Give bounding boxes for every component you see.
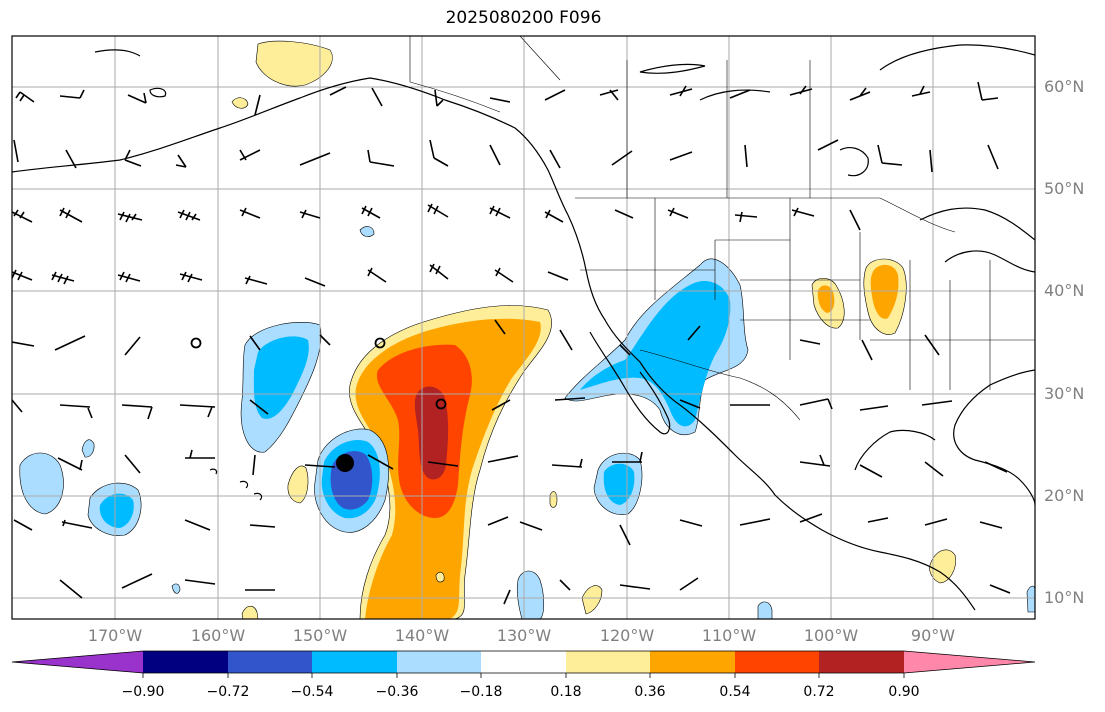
colorbar-tick-label: 0.54 — [719, 684, 751, 700]
colorbar-segment — [143, 651, 228, 673]
anomaly-shading — [19, 40, 1035, 619]
lon-label-170w: 170°W — [87, 626, 143, 645]
lon-label-140w: 140°W — [394, 626, 450, 645]
lat-label-10n: 10°N — [1044, 588, 1085, 607]
map-title: 2025080200 F096 — [445, 8, 602, 28]
colorbar-tick-label: 0.18 — [550, 684, 582, 700]
neg-bottom-light-b — [757, 601, 773, 619]
colorbar-segment — [312, 651, 397, 673]
neg-tiny-d — [359, 226, 375, 237]
colorbar-segment — [397, 651, 481, 673]
neg-bottom-light-c — [1026, 585, 1035, 613]
colorbar-segment — [228, 651, 312, 673]
colorbar-segment — [481, 651, 566, 673]
patch-yellow-small — [287, 465, 309, 504]
patch-yellow-tiny-c — [241, 605, 259, 619]
colorbar-segment — [566, 651, 650, 673]
neg-sw-us-cyan — [580, 280, 731, 427]
neg-west-cyan — [253, 336, 309, 419]
patch-orange-plains-b — [870, 264, 899, 319]
colorbar-tick-label: −0.18 — [459, 684, 503, 700]
colorbar-segment — [12, 651, 143, 673]
coastlines — [12, 44, 1035, 611]
patch-yellow-north — [255, 40, 333, 87]
lat-label-40n: 40°N — [1044, 281, 1085, 300]
station-markers — [190, 337, 447, 410]
colorbar-tick-label: −0.54 — [290, 684, 334, 700]
colorbar-tick-label: 0.36 — [634, 684, 666, 700]
wind-barbs — [12, 81, 1011, 605]
patch-yellow-tiny-a — [549, 491, 558, 508]
neg-sw-cyan — [99, 493, 134, 528]
colorbar-tick-label: 0.90 — [888, 684, 920, 700]
lon-label-90w: 90°W — [910, 626, 956, 645]
colorbar — [11, 650, 1036, 678]
colorbar-segment — [650, 651, 735, 673]
lat-label-20n: 20°N — [1044, 486, 1085, 505]
lon-label-100w: 100°W — [803, 626, 859, 645]
patch-yellow-tiny-b — [581, 585, 603, 615]
lat-label-50n: 50°N — [1044, 179, 1085, 198]
colorbar-segment — [735, 651, 819, 673]
political-borders — [409, 36, 1035, 421]
gridlines — [12, 36, 1035, 619]
colorbar-segment — [819, 651, 904, 673]
colorbar-segment — [904, 651, 1035, 673]
lon-label-160w: 160°W — [190, 626, 246, 645]
patch-yellow-tiny-d — [231, 97, 249, 109]
lon-label-150w: 150°W — [292, 626, 348, 645]
map-frame — [11, 35, 1036, 620]
lon-label-130w: 130°W — [496, 626, 552, 645]
patch-orange-plains-a — [817, 285, 835, 313]
patch-yellow-mexico — [929, 549, 956, 584]
neg-far-west — [19, 452, 64, 515]
colorbar-tick-label: 0.72 — [803, 684, 835, 700]
neg-tiny-e — [171, 583, 181, 594]
lat-label-30n: 30°N — [1044, 384, 1085, 403]
positive-plume-darkred — [414, 386, 449, 480]
lat-label-60n: 60°N — [1044, 77, 1085, 96]
lon-label-120w: 120°W — [599, 626, 655, 645]
neg-west-tiny — [81, 439, 95, 458]
patch-yellow-tiny-e — [435, 571, 445, 583]
storm-center-marker — [336, 454, 354, 472]
colorbar-tick-label: −0.90 — [121, 684, 165, 700]
lon-label-110w: 110°W — [701, 626, 757, 645]
colorbar-tick-label: −0.72 — [206, 684, 250, 700]
colorbar-tick-label: −0.36 — [375, 684, 419, 700]
